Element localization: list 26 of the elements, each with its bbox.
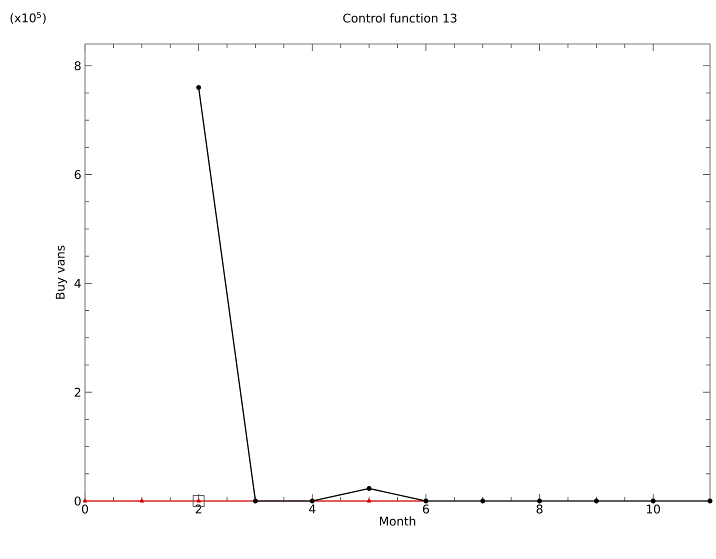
point xyxy=(594,498,599,504)
y-tick-label: 4 xyxy=(74,279,81,288)
point xyxy=(140,498,144,503)
y-tick-label: 6 xyxy=(74,170,81,180)
point xyxy=(196,498,201,503)
y-tick-label: 2 xyxy=(74,388,80,397)
point xyxy=(366,486,372,491)
x-tick-label: 10 xyxy=(646,504,660,514)
point xyxy=(650,498,656,504)
y-axis-title: Buy vans xyxy=(56,246,68,299)
x-tick-label: 8 xyxy=(536,504,543,514)
x-axis-title: Month xyxy=(380,516,416,526)
point xyxy=(366,498,372,503)
x-tick-label: 0 xyxy=(82,504,88,514)
point xyxy=(196,85,202,90)
y-tick-label: 8 xyxy=(74,61,81,70)
point xyxy=(480,498,486,504)
x-tick-label: 4 xyxy=(309,504,316,514)
text: (x10$^{5}$) xyxy=(10,12,46,24)
x-tick-label: 6 xyxy=(422,504,429,514)
point xyxy=(537,498,542,504)
x-tick-label: 2 xyxy=(196,504,202,514)
y-tick-label: 0 xyxy=(74,496,81,506)
point xyxy=(708,498,712,504)
chart-title: Control function 13 xyxy=(343,13,456,23)
point xyxy=(82,498,88,503)
